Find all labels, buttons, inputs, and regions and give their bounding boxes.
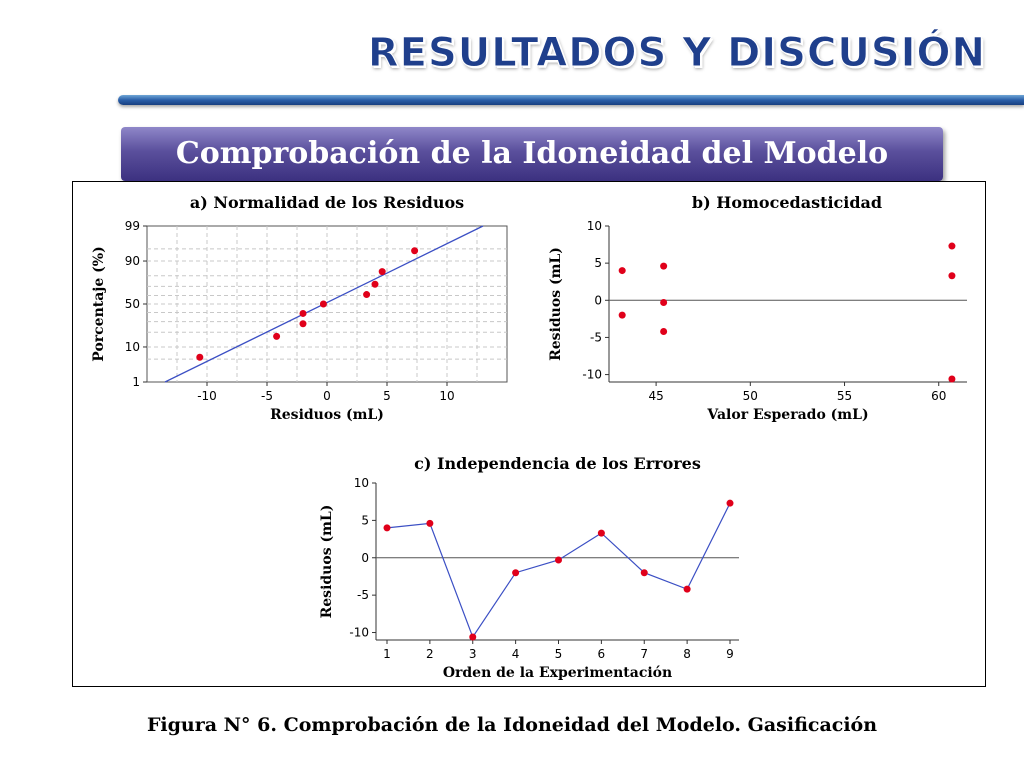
- chart-a-title: a) Normalidad de los Residuos: [190, 193, 464, 212]
- chart-b-point: [948, 375, 956, 383]
- chart-c-xtick-label: 3: [469, 647, 477, 661]
- chart-c-xtick-label: 1: [383, 647, 391, 661]
- chart-c-point: [469, 633, 477, 641]
- chart-c-point: [426, 519, 434, 527]
- chart-b-ytick-label: 10: [587, 219, 602, 233]
- chart-c-point: [597, 529, 605, 537]
- chart-a-xtick-label: 10: [439, 389, 454, 403]
- chart-a-ytick-label: 10: [125, 340, 140, 354]
- chart-c-point: [726, 499, 734, 507]
- chart-c-xlabel: Orden de la Experimentación: [443, 665, 672, 681]
- chart-b-title: b) Homocedasticidad: [692, 193, 882, 212]
- chart-c-ytick-label: -10: [349, 626, 369, 640]
- chart-a-point: [273, 332, 281, 340]
- chart-c-xtick-label: 4: [512, 647, 520, 661]
- chart-b-point: [660, 327, 668, 335]
- chart-b-ytick-label: -10: [582, 368, 602, 382]
- chart-a-point: [299, 320, 307, 328]
- chart-b-point: [948, 272, 956, 280]
- chart-c-point: [383, 524, 391, 532]
- chart-b-xtick-label: 45: [648, 389, 663, 403]
- chart-b-ytick-label: 0: [594, 293, 602, 307]
- chart-c-xtick-label: 8: [683, 647, 691, 661]
- chart-a-point: [371, 280, 379, 288]
- chart-b-point: [660, 262, 668, 270]
- chart-a-point: [378, 268, 386, 276]
- section-title: RESULTADOS Y DISCUSIÓN: [367, 30, 986, 77]
- chart-c-xtick-label: 7: [640, 647, 648, 661]
- chart-b-point: [618, 311, 626, 319]
- chart-c-xtick-label: 6: [598, 647, 606, 661]
- chart-a-ytick-label: 90: [125, 254, 140, 268]
- chart-c-series-line: [386, 502, 731, 639]
- chart-c-point: [512, 569, 520, 577]
- chart-b-xlabel: Valor Esperado (mL): [706, 407, 868, 423]
- chart-a-ytick-label: 99: [125, 219, 140, 233]
- chart-c-title: c) Independencia de los Errores: [414, 454, 701, 473]
- title-underline: [118, 95, 1024, 105]
- chart-b-point: [618, 267, 626, 275]
- chart-a-point: [363, 291, 371, 299]
- chart-c-ytick-label: -5: [357, 588, 369, 602]
- chart-c-point: [555, 556, 562, 564]
- chart-b-ylabel: Residuos (mL): [548, 247, 564, 361]
- chart-b-point: [948, 242, 956, 250]
- chart-a-point: [411, 247, 419, 255]
- chart-b-xtick-label: 50: [743, 389, 758, 403]
- chart-a-xlabel: Residuos (mL): [270, 407, 384, 423]
- subtitle-banner: Comprobación de la Idoneidad del Modelo: [121, 127, 943, 181]
- chart-b-xtick-label: 55: [837, 389, 852, 403]
- chart-c-ytick-label: 5: [361, 513, 369, 527]
- chart-c-point: [640, 569, 648, 577]
- chart-a-xtick-label: -10: [197, 389, 217, 403]
- chart-a-ytick-label: 1: [132, 375, 140, 389]
- chart-c-point: [683, 585, 691, 593]
- chart-a-ytick-label: 50: [125, 297, 140, 311]
- chart-b-point: [660, 299, 668, 307]
- chart-c-xtick-label: 2: [426, 647, 434, 661]
- chart-c-ytick-label: 10: [354, 476, 369, 490]
- chart-a-xtick-label: -5: [261, 389, 273, 403]
- chart-a-point: [196, 353, 204, 361]
- chart-b-ytick-label: 5: [594, 256, 602, 270]
- chart-b-ytick-label: -5: [590, 330, 602, 344]
- chart-a-point: [319, 300, 327, 308]
- figure-caption: Figura N° 6. Comprobación de la Idoneida…: [146, 714, 878, 736]
- chart-c-ylabel: Residuos (mL): [319, 505, 335, 619]
- chart-a-xtick-label: 0: [323, 389, 331, 403]
- chart-c-xtick-label: 5: [555, 647, 563, 661]
- chart-a-point: [299, 309, 307, 317]
- chart-a-xtick-label: 5: [383, 389, 391, 403]
- chart-b-xtick-label: 60: [931, 389, 946, 403]
- chart-a-ylabel: Porcentaje (%): [91, 246, 107, 361]
- chart-c-xtick-label: 9: [726, 647, 734, 661]
- chart-c-ytick-label: 0: [361, 551, 369, 565]
